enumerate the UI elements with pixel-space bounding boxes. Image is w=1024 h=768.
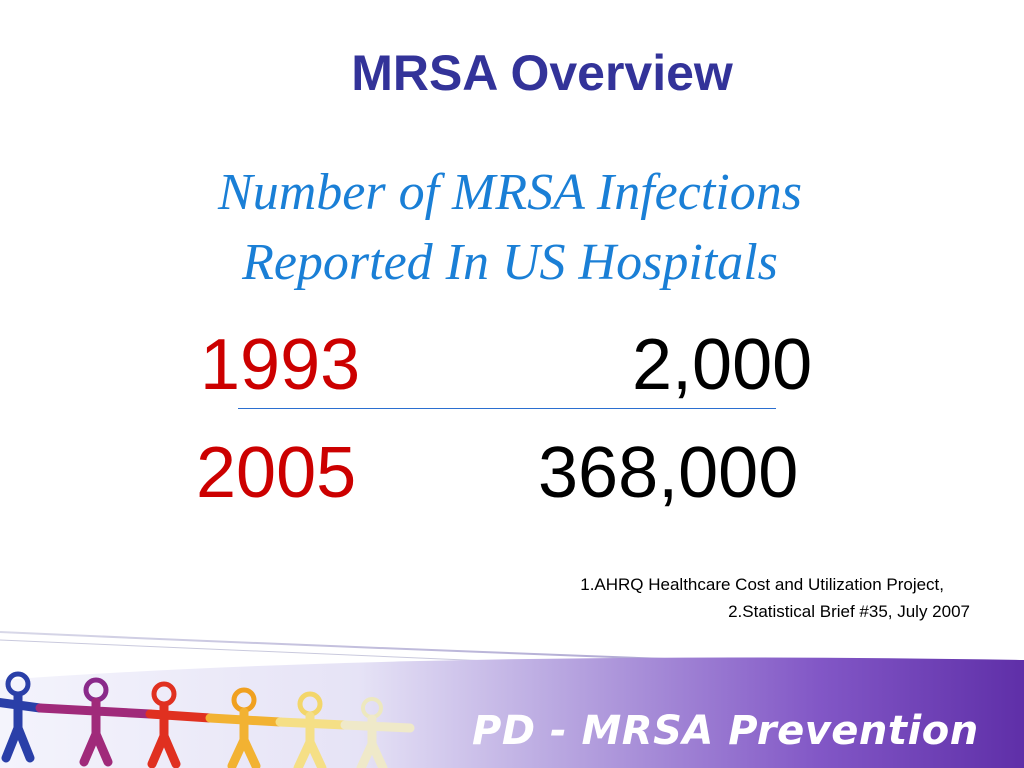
slide-title: MRSA Overview xyxy=(351,45,733,101)
subtitle-line-2: Reported In US Hospitals xyxy=(242,234,778,291)
year-value: 2005 xyxy=(196,433,357,513)
row-divider xyxy=(238,408,776,409)
infection-row-1993: 1993 2,000 xyxy=(0,320,1024,410)
paper-people-chain-logo-icon xyxy=(0,671,415,768)
footer-brand-text: PD - MRSA Prevention xyxy=(472,708,979,754)
subtitle-line-1: Number of MRSA Infections xyxy=(218,164,802,221)
infection-count: 368,000 xyxy=(538,433,799,513)
source-line-2: 2.Statistical Brief #35, July 2007 xyxy=(728,602,970,621)
year-value: 1993 xyxy=(200,325,361,405)
footer-banner xyxy=(0,620,1024,768)
footer-banner-graphic xyxy=(0,631,1024,768)
source-line-1: 1.AHRQ Healthcare Cost and Utilization P… xyxy=(580,575,944,594)
source-citation: 1.AHRQ Healthcare Cost and Utilization P… xyxy=(580,571,970,625)
infection-row-2005: 2005 368,000 xyxy=(0,428,1024,518)
slide-subtitle: Number of MRSA Infections Reported In US… xyxy=(0,158,1020,298)
infection-count: 2,000 xyxy=(632,325,813,405)
